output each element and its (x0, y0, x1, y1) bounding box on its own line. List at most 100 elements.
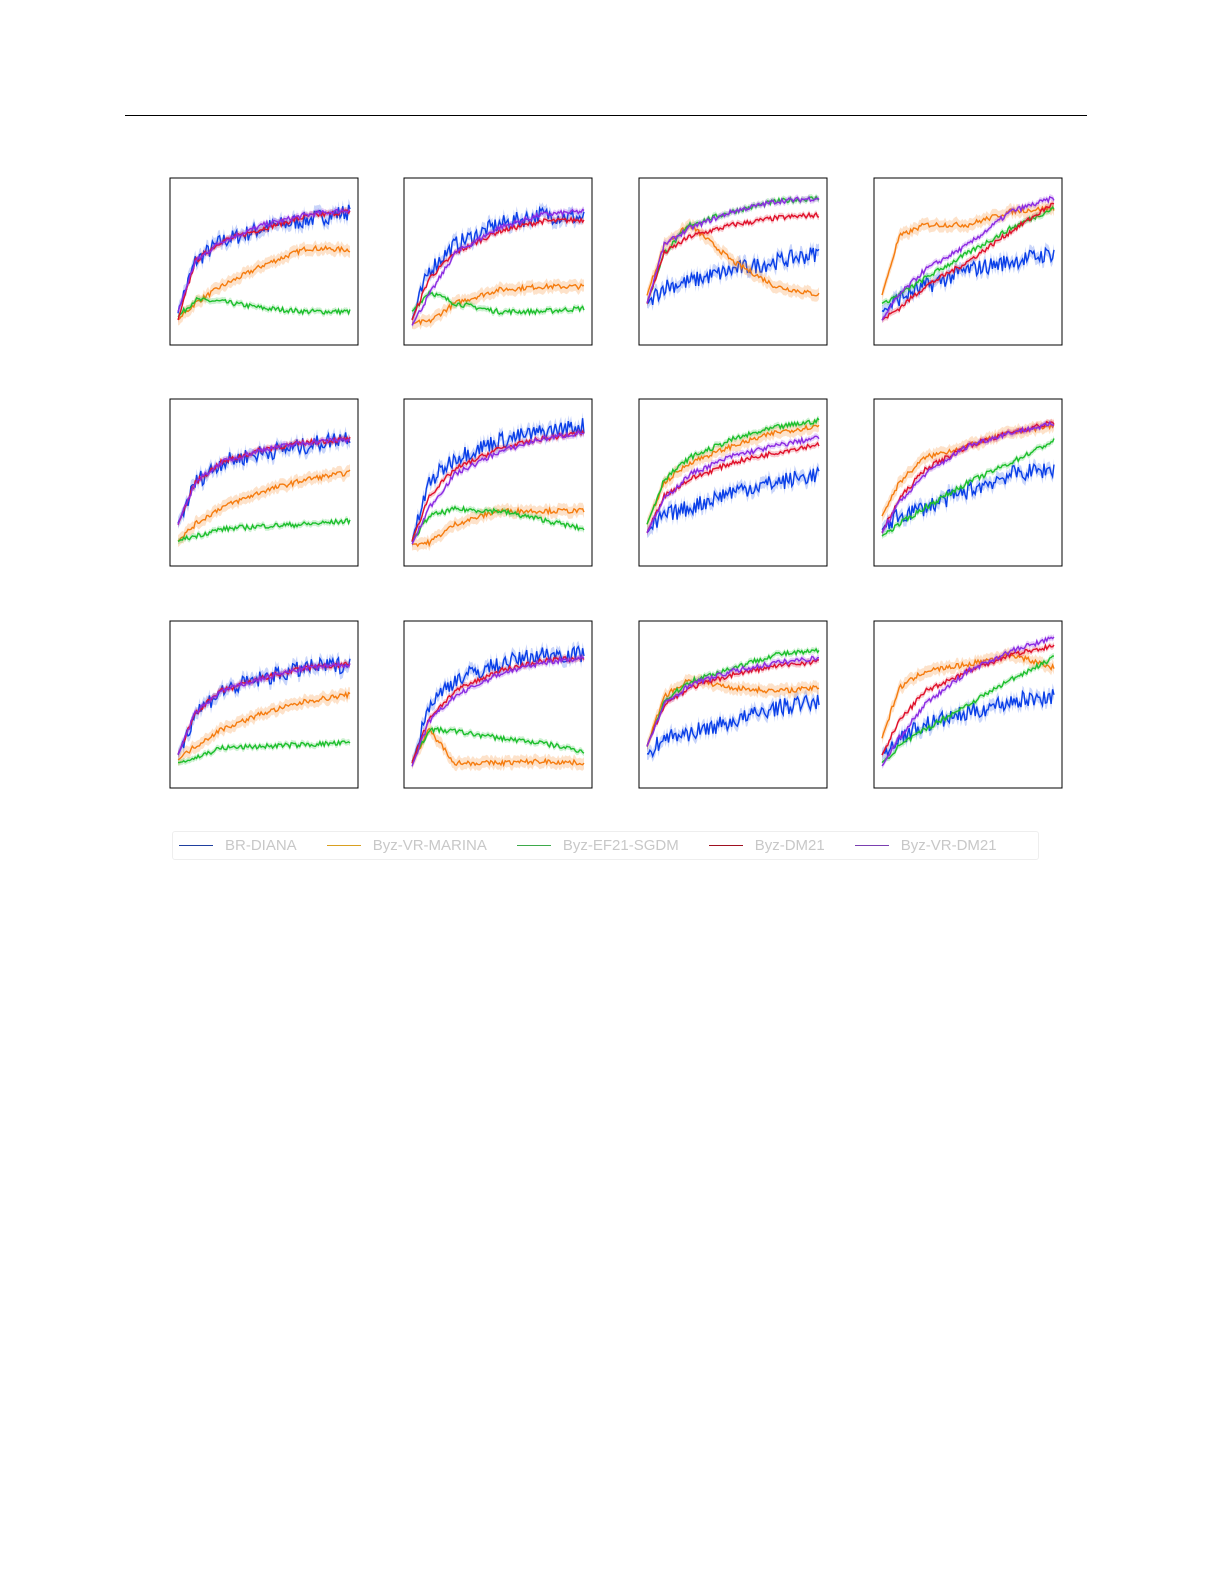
series-line-Byz-VR-DM21 (177, 208, 351, 312)
panel-r2c3 (638, 398, 828, 567)
series-band-Byz-DM21 (647, 210, 819, 307)
series-band-Byz-DM21 (412, 653, 584, 767)
chart-grid (169, 177, 1063, 789)
series-line-Byz-VR-DM21 (881, 636, 1055, 767)
series-band-Byz-EF21-SGDM (882, 435, 1054, 540)
series-line-Byz-VR-DM21 (646, 196, 820, 304)
series-band-Byz-DM21 (178, 207, 350, 323)
panel-frame (638, 398, 828, 567)
series-line-BR-DIANA (411, 645, 585, 762)
series-band-Byz-VR-MARINA (412, 502, 584, 553)
series-line-Byz-VR-MARINA (411, 727, 585, 768)
series-line-Byz-VR-DM21 (646, 435, 820, 534)
legend-item: Byz-DM21 (708, 837, 825, 854)
series-line-Byz-DM21 (646, 441, 820, 534)
series-line-Byz-DM21 (881, 202, 1055, 321)
panel-r3c1 (169, 620, 359, 789)
series-line-Byz-VR-DM21 (177, 437, 351, 525)
series-line-Byz-VR-MARINA (646, 678, 820, 747)
panel-r3c4 (873, 620, 1063, 789)
series-band-Byz-EF21-SGDM (178, 515, 350, 545)
panel-r3c2 (403, 620, 593, 789)
series-line-Byz-DM21 (646, 211, 820, 304)
series-line-BR-DIANA (646, 694, 820, 759)
panel-frame (169, 620, 359, 789)
legend-line (516, 844, 551, 847)
panel-r1c1 (169, 177, 359, 346)
panel-r1c2 (403, 177, 593, 346)
series-line-Byz-VR-MARINA (177, 469, 351, 542)
panel-frame (169, 177, 359, 346)
panel-r3c3 (638, 620, 828, 789)
series-band-Byz-VR-MARINA (178, 686, 350, 766)
legend-label: Byz-VR-DM21 (900, 837, 997, 854)
panel-frame (169, 398, 359, 567)
series-line-Byz-EF21-SGDM (646, 195, 820, 304)
series-line-Byz-EF21-SGDM (646, 417, 820, 525)
series-line-BR-DIANA (881, 246, 1055, 313)
series-band-Byz-VR-MARINA (412, 722, 584, 772)
panel-r2c1 (169, 398, 359, 567)
legend-line (854, 844, 889, 847)
series-line-Byz-DM21 (881, 420, 1055, 534)
legend-label: BR-DIANA (225, 837, 297, 854)
series-line-BR-DIANA (646, 466, 820, 533)
series-line-Byz-EF21-SGDM (411, 290, 585, 317)
panel-r1c4 (873, 177, 1063, 346)
panel-r1c3 (638, 177, 828, 346)
legend-item: Byz-VR-DM21 (854, 837, 997, 854)
series-line-Byz-DM21 (411, 216, 585, 321)
series-line-Byz-VR-DM21 (177, 661, 351, 755)
series-band-Byz-VR-DM21 (412, 428, 584, 547)
legend-line (326, 844, 361, 847)
series-line-Byz-VR-MARINA (177, 244, 351, 321)
series-band-Byz-DM21 (647, 440, 819, 536)
series-band-BR-DIANA (647, 241, 819, 311)
series-band-Byz-EF21-SGDM (412, 288, 584, 318)
series-band-Byz-EF21-SGDM (178, 738, 350, 766)
series-line-Byz-EF21-SGDM (177, 518, 351, 543)
series-line-Byz-VR-DM21 (411, 656, 585, 767)
panel-r2c2 (403, 398, 593, 567)
series-line-Byz-VR-MARINA (177, 690, 351, 761)
legend-label: Byz-VR-MARINA (372, 837, 487, 854)
series-line-Byz-EF21-SGDM (881, 655, 1054, 764)
legend: BR-DIANA Byz-VR-MARINA Byz-EF21-SGDM Byz-DM… (172, 831, 1039, 860)
panel-frame (638, 620, 828, 789)
series-line-Byz-VR-DM21 (411, 208, 585, 326)
legend-line (708, 844, 743, 847)
series-line-Byz-VR-DM21 (411, 429, 585, 545)
series-band-BR-DIANA (882, 683, 1054, 762)
series-line-BR-DIANA (646, 247, 820, 306)
series-band-Byz-DM21 (178, 434, 350, 528)
series-line-Byz-VR-DM21 (881, 421, 1055, 533)
series-line-Byz-EF21-SGDM (177, 296, 351, 318)
series-line-Byz-VR-MARINA (881, 205, 1055, 296)
series-line-Byz-VR-DM21 (881, 195, 1055, 321)
series-band-Byz-EF21-SGDM (647, 646, 819, 750)
panel-frame (403, 620, 593, 789)
series-line-Byz-VR-MARINA (411, 506, 585, 548)
series-band-Byz-VR-MARINA (882, 201, 1054, 302)
legend-item: Byz-EF21-SGDM (516, 837, 679, 854)
series-line-Byz-VR-DM21 (646, 655, 819, 747)
series-line-Byz-EF21-SGDM (411, 726, 585, 764)
series-band-Byz-VR-DM21 (882, 419, 1054, 536)
panel-r2c4 (873, 398, 1063, 567)
header-rule (125, 115, 1087, 116)
series-line-Byz-VR-MARINA (881, 651, 1055, 739)
legend-item: BR-DIANA (179, 837, 297, 854)
legend-label: Byz-EF21-SGDM (562, 837, 679, 854)
series-band-Byz-VR-MARINA (178, 240, 350, 326)
legend-line (179, 844, 213, 847)
legend-label: Byz-DM21 (754, 837, 825, 854)
series-line-Byz-EF21-SGDM (177, 739, 351, 764)
legend-item: Byz-VR-MARINA (326, 837, 487, 854)
series-line-Byz-DM21 (177, 209, 351, 321)
series-line-Byz-EF21-SGDM (411, 505, 585, 542)
series-line-Byz-VR-MARINA (411, 282, 585, 326)
series-line-Byz-VR-MARINA (646, 223, 820, 297)
series-band-Byz-VR-MARINA (647, 673, 819, 752)
series-line-Byz-EF21-SGDM (881, 438, 1055, 537)
series-band-BR-DIANA (412, 640, 584, 768)
